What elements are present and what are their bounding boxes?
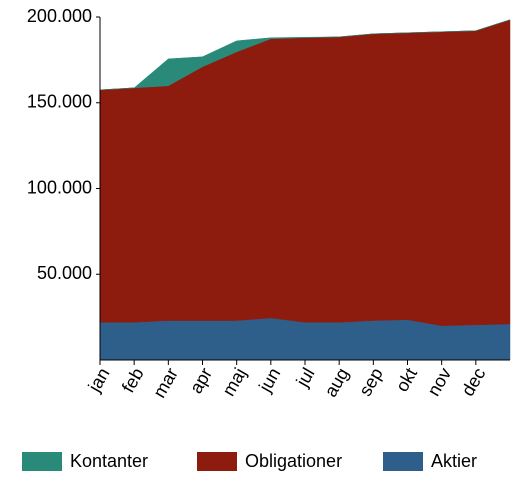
x-tick-label: feb xyxy=(118,364,148,396)
x-tick-label: jul xyxy=(292,364,319,390)
x-tick-label: nov xyxy=(423,364,455,399)
x-tick-label: apr xyxy=(186,364,216,397)
x-tick-label: jun xyxy=(255,364,285,396)
legend-swatch xyxy=(383,452,423,471)
legend-swatch xyxy=(22,452,62,471)
legend-swatch xyxy=(197,452,237,471)
x-tick-label: aug xyxy=(320,364,352,400)
x-tick-label: sep xyxy=(355,364,387,399)
x-tick-label: maj xyxy=(218,364,250,399)
area xyxy=(99,19,511,91)
x-tick-label: jan xyxy=(84,364,114,396)
y-tick-label: 100.000 xyxy=(27,177,92,197)
y-tick-label: 200.000 xyxy=(27,6,92,26)
legend-label: Obligationer xyxy=(245,451,342,471)
legend-label: Aktier xyxy=(431,451,477,471)
y-tick-label: 50.000 xyxy=(37,263,92,283)
x-tick-label: okt xyxy=(392,364,421,395)
y-tick-label: 150.000 xyxy=(27,92,92,112)
x-tick-label: mar xyxy=(149,364,182,401)
x-tick-label: dec xyxy=(458,364,490,399)
legend-label: Kontanter xyxy=(70,451,148,471)
